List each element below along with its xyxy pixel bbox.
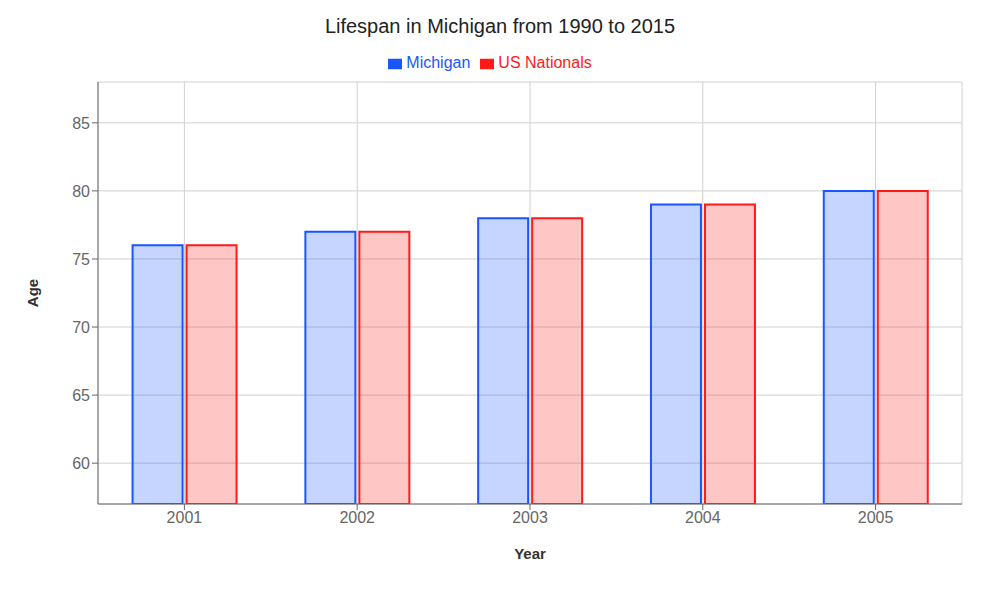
svg-text:2005: 2005 [858, 509, 894, 526]
svg-text:65: 65 [72, 387, 90, 404]
html-text:US Nationals: US Nationals [498, 54, 592, 71]
svg-text:85: 85 [72, 115, 90, 132]
html-text:Lifespan in Michigan from 1990: Lifespan in Michigan from 1990 to 2015 [324, 15, 676, 37]
svg-text:Year: Year [514, 545, 546, 562]
svg-text:2002: 2002 [339, 509, 375, 526]
svg-text:80: 80 [72, 183, 90, 200]
svg-text:60: 60 [72, 455, 90, 472]
html-text:Michigan: Michigan [406, 54, 471, 71]
svg-text:75: 75 [72, 251, 90, 268]
svg-text:2004: 2004 [685, 509, 721, 526]
svg-text:Age: Age [24, 279, 41, 307]
svg-text:2003: 2003 [512, 509, 548, 526]
svg-text:70: 70 [72, 319, 90, 336]
svg-text:2001: 2001 [167, 509, 203, 526]
